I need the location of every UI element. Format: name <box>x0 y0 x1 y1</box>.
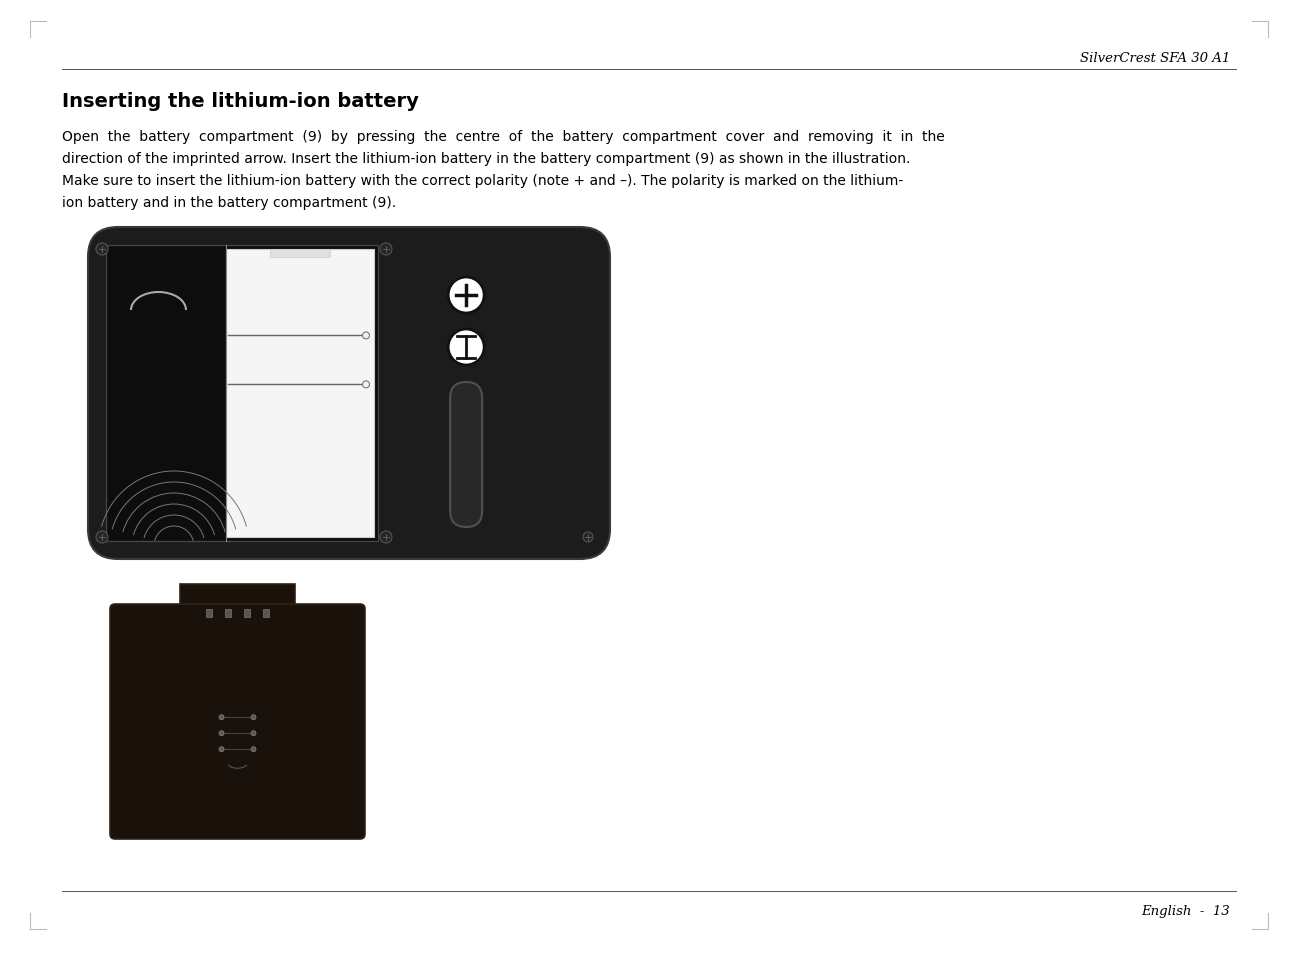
Text: direction of the imprinted arrow. Insert the lithium-ion battery in the battery : direction of the imprinted arrow. Insert… <box>62 152 910 166</box>
Circle shape <box>380 244 392 255</box>
Circle shape <box>362 381 370 389</box>
Circle shape <box>448 277 484 314</box>
Circle shape <box>251 731 256 736</box>
Circle shape <box>96 532 108 543</box>
Circle shape <box>380 532 392 543</box>
Bar <box>270 250 330 257</box>
Text: SilverCrest SFA 30 A1: SilverCrest SFA 30 A1 <box>1080 52 1231 65</box>
Circle shape <box>251 715 256 720</box>
Circle shape <box>96 244 108 255</box>
Circle shape <box>219 715 225 720</box>
Circle shape <box>583 533 593 542</box>
Bar <box>226 250 374 537</box>
Bar <box>263 609 269 618</box>
Bar <box>106 246 378 541</box>
Text: Inserting the lithium-ion battery: Inserting the lithium-ion battery <box>62 91 419 111</box>
Circle shape <box>219 731 225 736</box>
FancyBboxPatch shape <box>110 604 365 840</box>
Circle shape <box>448 330 484 366</box>
FancyBboxPatch shape <box>88 228 610 559</box>
FancyBboxPatch shape <box>450 382 482 527</box>
Text: ion battery and in the battery compartment (9).: ion battery and in the battery compartme… <box>62 195 396 210</box>
Text: Make sure to insert the lithium-ion battery with the correct polarity (note + an: Make sure to insert the lithium-ion batt… <box>62 173 903 188</box>
Circle shape <box>362 333 370 339</box>
Text: English  -  13: English - 13 <box>1141 904 1231 917</box>
Circle shape <box>219 747 225 752</box>
Bar <box>206 609 212 618</box>
Bar <box>244 609 249 618</box>
Bar <box>180 584 295 604</box>
Circle shape <box>251 747 256 752</box>
Text: Open  the  battery  compartment  (9)  by  pressing  the  centre  of  the  batter: Open the battery compartment (9) by pres… <box>62 130 945 144</box>
Bar <box>226 609 231 618</box>
